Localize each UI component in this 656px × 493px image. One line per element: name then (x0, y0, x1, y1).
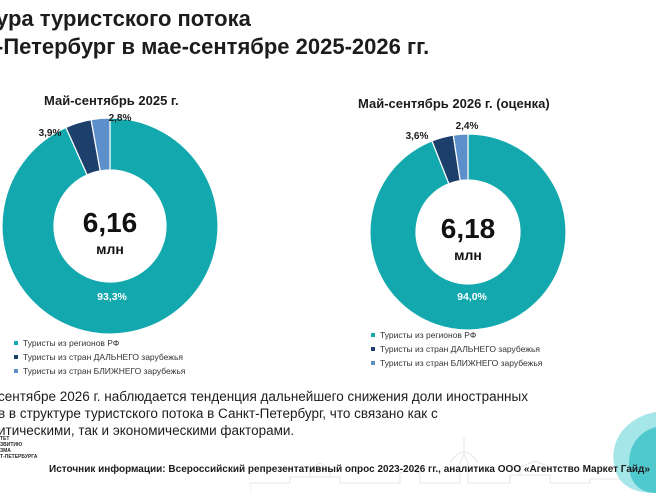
slice-2 (452, 133, 469, 182)
note-line1: сентябре 2026 г. наблюдается тенденция д… (0, 389, 528, 404)
donut-chart-2026: 94,0% 3,6% 2,4% 6,18 млн (369, 121, 567, 331)
value-label-1: 3,6% (406, 131, 429, 142)
legend-label: Туристы из стран БЛИЖНЕГО зарубежья (23, 366, 186, 376)
center-unit: млн (96, 241, 124, 257)
logo-line3: ЗМА (0, 448, 11, 454)
legend-swatch (371, 361, 375, 365)
note-line2: в в структуре туристского потока в Санкт… (0, 406, 438, 421)
value-label-1: 3,9% (39, 128, 62, 139)
legend-label: Туристы из регионов РФ (380, 330, 477, 340)
source-note: Источник информации: Всероссийский репре… (49, 464, 650, 475)
slice-0 (1, 117, 219, 335)
legend-swatch (371, 347, 375, 351)
legend-2026: Туристы из регионов РФ Туристы из стран Д… (371, 328, 542, 370)
center-value: 6,18 (441, 213, 496, 244)
legend-2025: Туристы из регионов РФ Туристы из стран Д… (14, 336, 185, 378)
legend-item: Туристы из стран БЛИЖНЕГО зарубежья (371, 356, 542, 370)
legend-item: Туристы из стран ДАЛЬНЕГО зарубежья (371, 342, 542, 356)
note-line3: итическими, так и экономическими фактора… (0, 423, 295, 438)
value-label-0: 93,3% (97, 291, 127, 303)
decorative-splash (586, 392, 656, 493)
legend-swatch (14, 369, 18, 373)
chart-2026-title: Май-сентябрь 2026 г. (оценка) (358, 96, 550, 111)
summary-note: сентябре 2026 г. наблюдается тенденция д… (0, 388, 578, 439)
legend-item: Туристы из стран ДАЛЬНЕГО зарубежья (14, 350, 185, 364)
center-unit: млн (454, 247, 482, 263)
slice-2 (90, 117, 111, 172)
city-skyline-image (250, 437, 656, 493)
logo-line4: Т-ПЕТЕРБУРГА (0, 454, 38, 460)
legend-item: Туристы из регионов РФ (371, 328, 542, 342)
logo-line2: ЗВИТИЮ (0, 442, 23, 448)
legend-label: Туристы из стран БЛИЖНЕГО зарубежья (380, 358, 543, 368)
legend-swatch (14, 341, 18, 345)
chart-2025-title: Май-сентябрь 2025 г. (44, 93, 179, 108)
legend-label: Туристы из стран ДАЛЬНЕГО зарубежья (23, 352, 184, 362)
value-label-2: 2,8% (109, 113, 132, 124)
page-title: ура туристского потока -Петербург в мае-… (0, 5, 429, 61)
page-title-line1: ура туристского потока (0, 6, 251, 31)
value-label-0: 94,0% (457, 291, 487, 303)
legend-label: Туристы из регионов РФ (23, 338, 120, 348)
logo-line1: ТЕТ (0, 436, 10, 442)
slice-0 (369, 133, 567, 331)
legend-swatch (14, 355, 18, 359)
page-title-line2: -Петербург в мае-сентябре 2025-2026 гг. (0, 34, 430, 59)
value-label-2: 2,4% (456, 121, 479, 132)
legend-label: Туристы из стран ДАЛЬНЕГО зарубежья (380, 344, 541, 354)
center-value: 6,16 (83, 207, 138, 238)
legend-swatch (371, 333, 375, 337)
legend-item: Туристы из стран БЛИЖНЕГО зарубежья (14, 364, 185, 378)
organization-logo: ТЕТ ЗВИТИЮ ЗМА Т-ПЕТЕРБУРГА (0, 436, 44, 460)
donut-chart-2025: 93,3% 3,9% 2,8% 6,16 млн (1, 113, 219, 335)
legend-item: Туристы из регионов РФ (14, 336, 185, 350)
